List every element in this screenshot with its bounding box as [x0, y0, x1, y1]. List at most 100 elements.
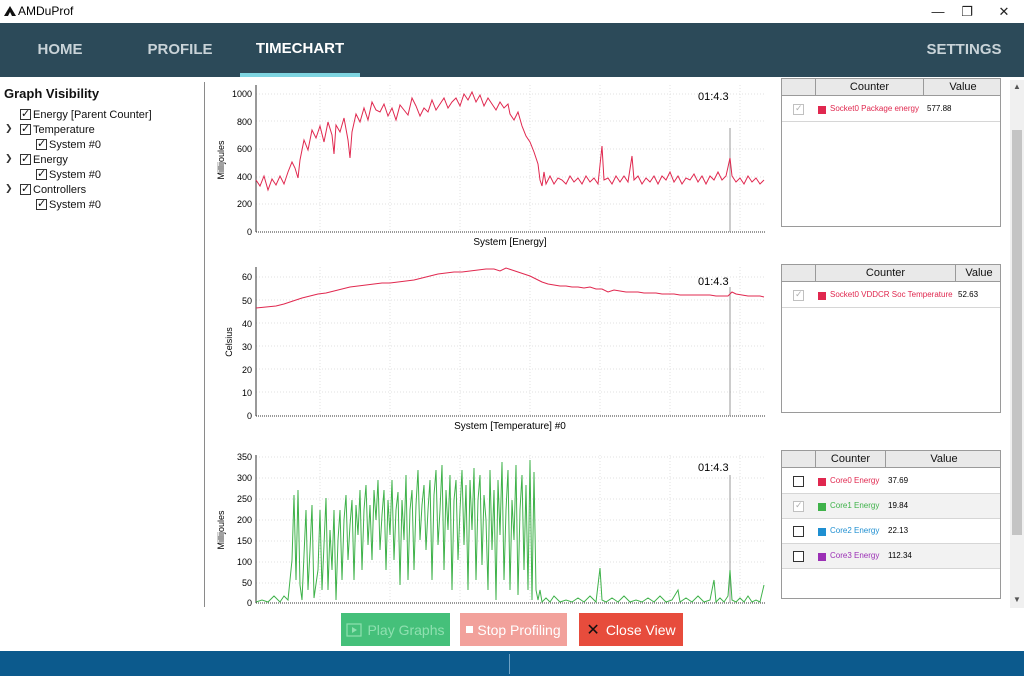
header-spacer	[782, 265, 815, 282]
checkbox[interactable]	[20, 107, 31, 120]
chevron-down-icon[interactable]: ❯	[5, 123, 13, 133]
counter-table-controllers: Counter Value Core0 Energy 37.69 Core1 E…	[781, 450, 1001, 599]
tab-home[interactable]: HOME	[37, 41, 83, 58]
row-checkbox[interactable]	[793, 476, 804, 487]
checkbox[interactable]	[20, 182, 31, 195]
panel-divider[interactable]	[204, 82, 205, 607]
grid	[256, 85, 766, 232]
counter-value: 52.63	[958, 290, 979, 299]
tree-item-temperature[interactable]: Temperature	[20, 122, 95, 137]
counter-value: 22.13	[888, 526, 909, 535]
close-view-button[interactable]: ✕ Close View	[579, 613, 683, 646]
row-checkbox[interactable]	[793, 526, 804, 537]
y-tick-label: 40	[242, 319, 252, 329]
y-tick-label: 600	[237, 144, 252, 154]
scrollbar-thumb[interactable]	[1012, 130, 1022, 535]
series-color-swatch	[818, 503, 826, 511]
graph-title: System [Energy]	[473, 237, 547, 248]
checkbox[interactable]	[36, 167, 47, 180]
table-row[interactable]: Socket0 Package energy 577.88	[782, 97, 1000, 122]
scroll-up-icon[interactable]: ▲	[1013, 82, 1021, 91]
checkbox[interactable]	[36, 137, 47, 150]
y-tick-label: 30	[242, 342, 252, 352]
table-row[interactable]: Socket0 VDDCR Soc Temperature 52.63	[782, 283, 1000, 308]
y-tick-label: 400	[237, 172, 252, 182]
tree-item-label: Energy	[33, 153, 68, 166]
y-tick-label: 350	[237, 452, 252, 462]
counter-name: Core2 Energy	[830, 526, 880, 535]
table-header: Counter Value	[782, 451, 1000, 468]
y-tick-label: 200	[237, 199, 252, 209]
stop-icon	[466, 626, 474, 633]
counter-value: 19.84	[888, 501, 909, 510]
grid	[256, 267, 766, 416]
y-tick-label: 1000	[232, 89, 252, 99]
tree-item-energy-system0[interactable]: System #0	[36, 167, 101, 182]
play-graphs-button[interactable]: Play Graphs	[341, 613, 450, 646]
close-icon: ✕	[586, 621, 600, 639]
checkbox[interactable]	[36, 197, 47, 210]
title-bar: AMDuProf — ❐ ✕	[0, 0, 1024, 23]
chevron-down-icon[interactable]: ❯	[5, 183, 13, 193]
tree-item-label: Controllers	[33, 183, 87, 196]
tree-item-controllers-system0[interactable]: System #0	[36, 197, 101, 212]
y-tick-label: 300	[237, 473, 252, 483]
series-color-swatch	[818, 553, 826, 561]
cursor-timestamp: 01:4.3	[698, 91, 729, 103]
header-value[interactable]: Value	[955, 265, 1002, 282]
y-tick-label: 200	[237, 515, 252, 525]
tab-timechart[interactable]: TIMECHART	[240, 23, 360, 77]
graph-y-axis-label: Celsius	[224, 327, 234, 357]
graph-title: System [Temperature] #0	[454, 421, 566, 432]
tree-item-controllers[interactable]: Controllers	[20, 182, 86, 197]
temperature-series-line	[255, 267, 765, 309]
table-row[interactable]: Core3 Energy 112.34	[782, 544, 1000, 569]
scroll-down-icon[interactable]: ▼	[1013, 595, 1021, 604]
row-checkbox[interactable]	[793, 551, 804, 562]
header-counter[interactable]: Counter	[815, 265, 955, 282]
header-spacer	[782, 79, 815, 96]
stop-profiling-label: Stop Profiling	[477, 621, 561, 638]
y-tick-label: 800	[237, 117, 252, 127]
tree-item-energy-parent[interactable]: Energy [Parent Counter]	[20, 107, 152, 122]
counter-name: Socket0 VDDCR Soc Temperature	[830, 290, 953, 299]
header-value[interactable]: Value	[885, 451, 1002, 468]
checkbox[interactable]	[20, 152, 31, 165]
y-tick-label: 50	[242, 578, 252, 588]
row-checkbox[interactable]	[793, 500, 804, 512]
table-row[interactable]: Core2 Energy 22.13	[782, 519, 1000, 544]
nav-bar: HOME PROFILE TIMECHART SETTINGS	[0, 23, 1024, 77]
vertical-scrollbar[interactable]: ▲ ▼	[1010, 80, 1024, 608]
close-window-button[interactable]: ✕	[998, 4, 1010, 19]
restore-button[interactable]: ❐	[961, 4, 973, 19]
chevron-down-icon[interactable]: ❯	[5, 153, 13, 163]
graph-visibility-heading: Graph Visibility	[4, 86, 100, 101]
row-checkbox[interactable]	[793, 103, 804, 115]
header-counter[interactable]: Counter	[815, 451, 885, 468]
series-color-swatch	[818, 528, 826, 536]
core1-energy-series-line	[255, 459, 765, 604]
counter-value: 577.88	[927, 104, 952, 113]
table-row[interactable]: Core1 Energy 19.84	[782, 494, 1000, 519]
tab-profile[interactable]: PROFILE	[147, 41, 213, 58]
checkbox[interactable]	[20, 122, 31, 135]
y-tick-label: 250	[237, 494, 252, 504]
amd-logo-icon	[4, 6, 16, 16]
tree-item-label: Energy [Parent Counter]	[33, 108, 152, 121]
graph-visibility-tree: Graph Visibility Energy [Parent Counter]…	[0, 82, 205, 607]
tree-item-temperature-system0[interactable]: System #0	[36, 137, 101, 152]
row-checkbox[interactable]	[793, 289, 804, 301]
minimize-button[interactable]: —	[931, 4, 945, 19]
table-row[interactable]: Core0 Energy 37.69	[782, 469, 1000, 494]
header-value[interactable]: Value	[923, 79, 1002, 96]
stop-profiling-button[interactable]: Stop Profiling	[460, 613, 567, 646]
header-counter[interactable]: Counter	[815, 79, 923, 96]
status-divider	[509, 654, 510, 674]
table-header: Counter Value	[782, 265, 1000, 282]
table-header: Counter Value	[782, 79, 1000, 96]
play-graphs-label: Play Graphs	[367, 621, 445, 638]
counter-name: Core0 Energy	[830, 476, 880, 485]
tree-item-energy[interactable]: Energy	[20, 152, 68, 167]
counter-name: Core1 Energy	[830, 501, 880, 510]
tab-settings[interactable]: SETTINGS	[926, 41, 1002, 58]
